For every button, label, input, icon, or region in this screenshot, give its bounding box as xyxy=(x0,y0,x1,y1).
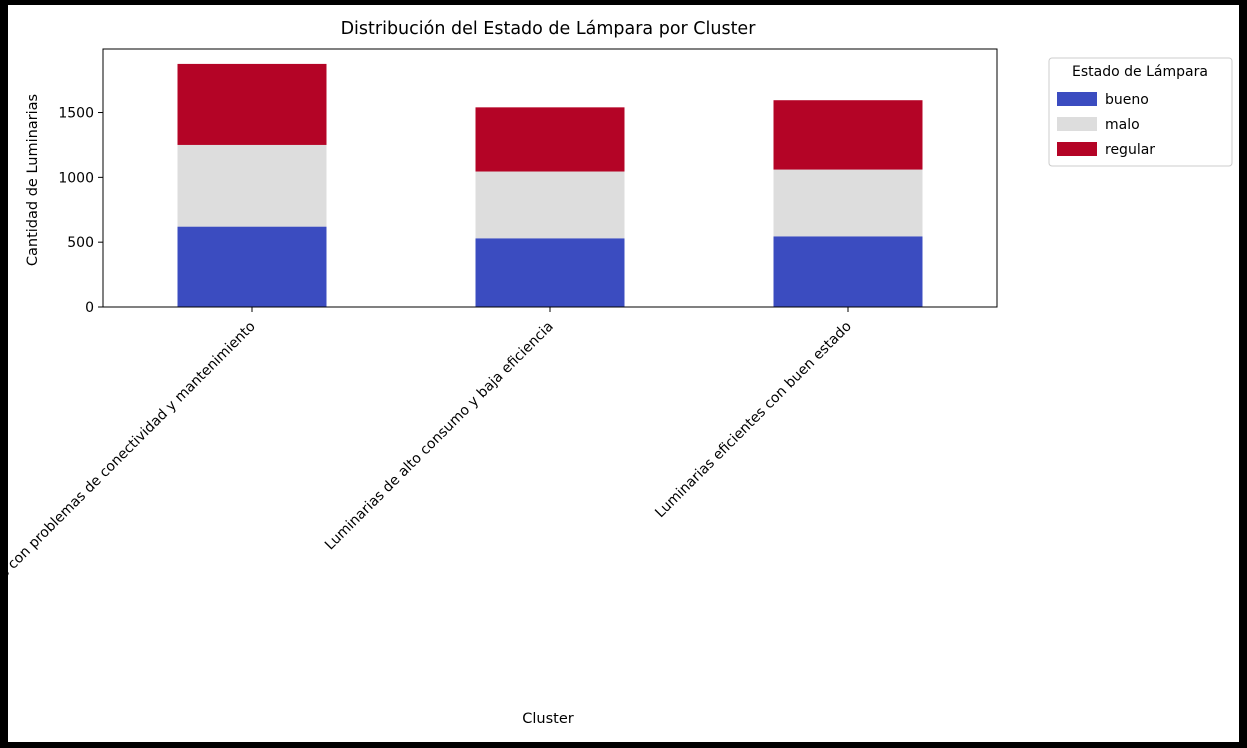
legend-title: Estado de Lámpara xyxy=(1072,64,1208,80)
bar-bueno-3 xyxy=(773,236,923,307)
y-tick-label: 0 xyxy=(85,300,94,316)
legend: Estado de Lámpara bueno malo regular xyxy=(1048,57,1233,167)
bar-bueno-1 xyxy=(177,226,327,307)
legend-label-regular: regular xyxy=(1105,142,1155,158)
y-axis-label: Cantidad de Luminarias xyxy=(25,94,41,266)
bar-malo-1 xyxy=(177,144,327,227)
legend-box xyxy=(1048,57,1233,167)
bar-regular-1 xyxy=(177,63,327,145)
x-axis-label: Cluster xyxy=(522,711,574,727)
stacked-bar-chart: Distribución del Estado de Lámpara por C… xyxy=(8,19,1233,727)
bar-regular-3 xyxy=(773,100,923,170)
legend-swatch-regular xyxy=(1057,142,1097,156)
x-tick-label: Luminarias de alto consumo y baja eficie… xyxy=(322,319,557,554)
legend-label-malo: malo xyxy=(1105,117,1140,133)
bar-regular-2 xyxy=(475,107,625,172)
x-tick-label: Luminarias con problemas de conectividad… xyxy=(8,319,259,631)
y-tick-label: 1000 xyxy=(58,170,94,186)
legend-swatch-bueno xyxy=(1057,92,1097,106)
bar-bueno-2 xyxy=(475,238,625,307)
x-axis: Luminarias con problemas de conectividad… xyxy=(8,307,855,630)
figure: Distribución del Estado de Lámpara por C… xyxy=(8,5,1239,742)
x-tick-label: Luminarias eficientes con buen estado xyxy=(652,319,855,522)
y-tick-label: 1500 xyxy=(58,106,94,122)
bars-group xyxy=(177,63,923,307)
bar-malo-3 xyxy=(773,169,923,237)
y-tick-label: 500 xyxy=(67,235,94,251)
legend-swatch-malo xyxy=(1057,117,1097,131)
legend-label-bueno: bueno xyxy=(1105,92,1149,108)
bar-malo-2 xyxy=(475,171,625,239)
y-axis: 0 500 1000 1500 xyxy=(58,106,103,316)
chart-title: Distribución del Estado de Lámpara por C… xyxy=(341,19,757,39)
